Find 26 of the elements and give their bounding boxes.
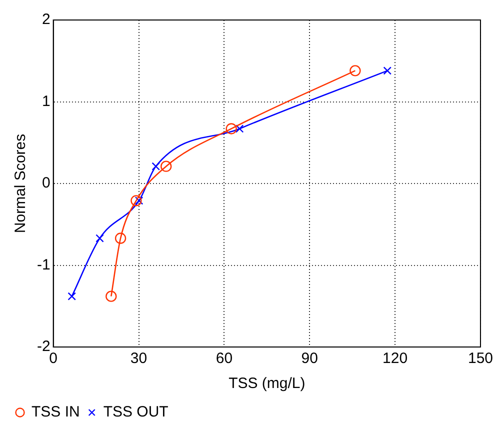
x-tick-label: 60 [216,350,233,368]
x-tick-label: 30 [130,350,148,368]
point [235,124,244,133]
x-tick-label: 120 [382,350,408,368]
y-tick-label: -2 [36,338,50,356]
point [130,195,142,206]
point [160,160,172,172]
y-tick-label: -1 [36,256,50,274]
x-tick-label: 150 [468,350,493,368]
x-tick-label: 90 [301,350,318,368]
legend-label: TSS IN [32,404,80,421]
y-tick-label: 0 [42,174,50,192]
point [114,232,126,244]
point [152,162,160,170]
point [106,290,117,302]
point [68,292,76,300]
x-axis-title: TSS (mg/L) [228,375,306,392]
point [96,234,104,242]
y-tick-label: 2 [42,11,50,28]
y-axis-title: Normal Scores [12,134,30,234]
point [350,65,361,76]
point [134,196,144,205]
point [383,66,392,75]
y-tick-label: 1 [42,92,50,110]
point [226,123,237,134]
legend-label: TSS OUT [103,404,168,421]
